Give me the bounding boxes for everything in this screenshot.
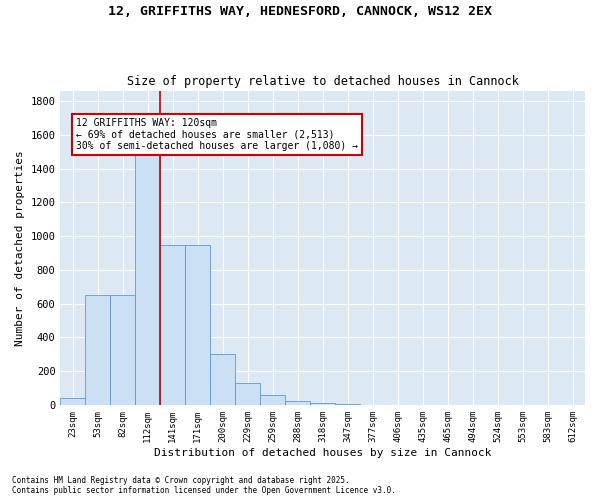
- Bar: [160, 244, 185, 405]
- Bar: [136, 152, 160, 405]
- Title: Size of property relative to detached houses in Cannock: Size of property relative to detached ho…: [127, 76, 518, 88]
- Bar: [285, 400, 310, 405]
- X-axis label: Distribution of detached houses by size in Cannock: Distribution of detached houses by size …: [154, 448, 491, 458]
- Text: 12, GRIFFITHS WAY, HEDNESFORD, CANNOCK, WS12 2EX: 12, GRIFFITHS WAY, HEDNESFORD, CANNOCK, …: [108, 5, 492, 18]
- Bar: [185, 244, 210, 405]
- Bar: [210, 354, 235, 405]
- Bar: [110, 295, 136, 405]
- Bar: [61, 398, 85, 405]
- Y-axis label: Number of detached properties: Number of detached properties: [15, 150, 25, 346]
- Bar: [310, 403, 335, 405]
- Bar: [235, 383, 260, 405]
- Text: Contains HM Land Registry data © Crown copyright and database right 2025.
Contai: Contains HM Land Registry data © Crown c…: [12, 476, 396, 495]
- Text: 12 GRIFFITHS WAY: 120sqm
← 69% of detached houses are smaller (2,513)
30% of sem: 12 GRIFFITHS WAY: 120sqm ← 69% of detach…: [76, 118, 358, 151]
- Bar: [335, 404, 360, 405]
- Bar: [260, 394, 285, 405]
- Bar: [85, 295, 110, 405]
